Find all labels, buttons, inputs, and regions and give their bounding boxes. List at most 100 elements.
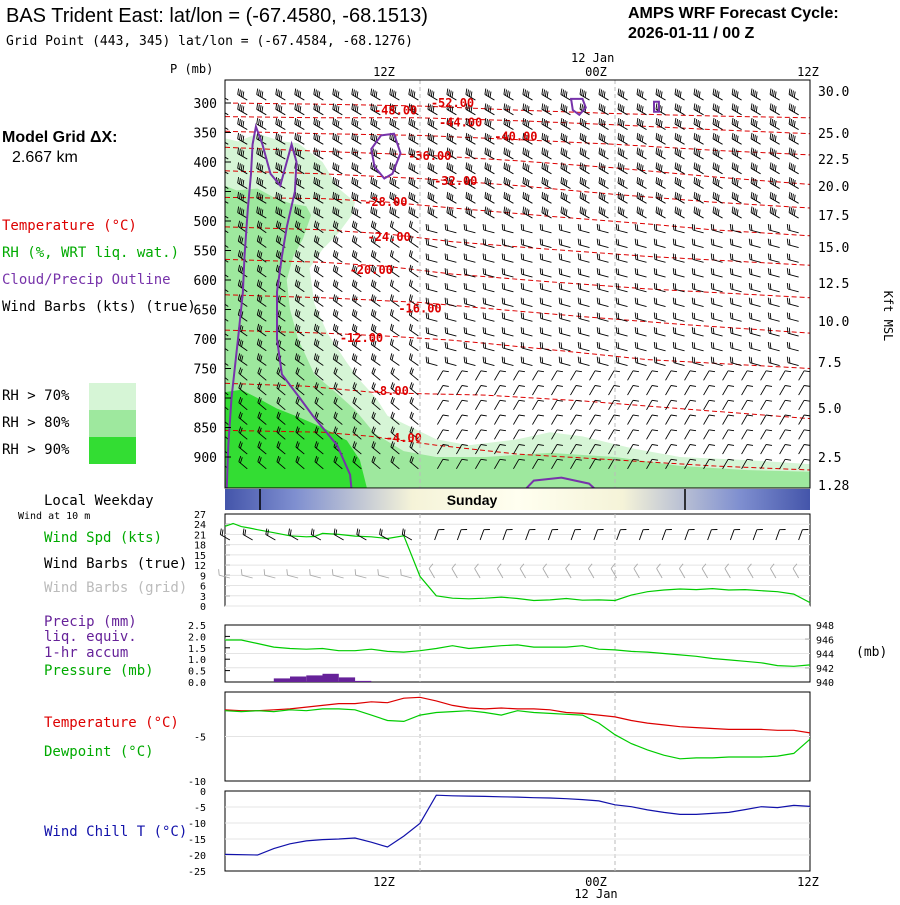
wind-barb-flag xyxy=(428,239,429,245)
wind-barb-flag xyxy=(223,282,224,288)
wind-barb-flag xyxy=(450,135,451,141)
wind-barb-flag xyxy=(488,209,489,215)
isotherm-label: -8.00 xyxy=(373,384,409,398)
wind-barb-flag xyxy=(426,342,427,348)
wind-barb-flag xyxy=(504,177,505,183)
wind-barb-flag xyxy=(487,178,488,184)
wind-barb-flag xyxy=(395,121,396,127)
wind-barb-flag xyxy=(528,92,529,98)
wind-barb-flag xyxy=(635,224,636,230)
wind-barb-flag xyxy=(694,162,695,168)
wind-barb-flag xyxy=(409,118,410,124)
wind-barb-flag xyxy=(490,121,491,127)
wind-barb-flag xyxy=(374,135,375,141)
wind-barb-flag xyxy=(637,207,638,213)
wind-barb-flag xyxy=(583,150,584,156)
wind-barb-flag xyxy=(659,120,660,126)
wind-barb-flag xyxy=(433,136,434,142)
wind-barb-flag xyxy=(392,90,393,96)
wind-barb-flag xyxy=(793,105,794,111)
wind-barb-flag xyxy=(656,118,657,124)
wind-barb-flag xyxy=(392,355,393,361)
legend-precip-accum: 1-hr accum xyxy=(44,645,128,661)
wind-barb-flag xyxy=(734,134,735,140)
wind-barb-flag xyxy=(734,90,735,96)
wind-barb xyxy=(647,400,652,410)
pressure-tick-label: 500 xyxy=(194,215,217,230)
wind-barb-flag xyxy=(656,343,657,349)
wind-barb-flag xyxy=(709,400,715,401)
wind-barb-flag xyxy=(317,91,318,97)
wind-barb-flag xyxy=(316,90,317,96)
wind-barb-flag xyxy=(393,209,394,215)
wind-barb xyxy=(494,415,499,425)
wind-barb-flag xyxy=(656,133,657,139)
wind-barb-flag xyxy=(540,224,541,230)
wind-barb-flag xyxy=(728,386,734,387)
wind-barb-flag xyxy=(698,91,699,97)
wind-barb-flag xyxy=(561,239,562,245)
wind-barb-flag xyxy=(804,415,810,416)
wind-barb-flag xyxy=(542,89,543,95)
wind-barb-flag xyxy=(545,150,546,156)
wind-barb-flag xyxy=(468,193,469,199)
legend-rh80: RH > 80% xyxy=(2,415,70,431)
wind-barb-flag xyxy=(390,353,391,359)
wind-barb-flag xyxy=(756,195,757,201)
wind-barb-flag xyxy=(618,118,619,124)
wind-barb-flag xyxy=(734,163,735,169)
wind-barb-flag xyxy=(772,119,773,125)
wind-barb-flag xyxy=(639,193,640,199)
wind-barb-flag xyxy=(483,283,484,289)
wind-barb-flag xyxy=(462,386,468,387)
wind-barb xyxy=(609,386,615,396)
wind-barb-flag xyxy=(276,118,277,124)
wind-barb-flag xyxy=(639,178,640,184)
wind-barb-flag xyxy=(352,250,354,256)
wind-barb-flag xyxy=(699,92,700,98)
isotherm-label: -12.00 xyxy=(340,331,383,345)
wind-barb-flag xyxy=(602,120,603,126)
wind-barb xyxy=(589,371,595,381)
wind-barb-flag xyxy=(409,353,410,359)
wind-barb-flag xyxy=(751,133,752,139)
wind-barb-flag xyxy=(220,368,222,374)
wind-barb-flag xyxy=(753,90,754,96)
wind-barb-flag xyxy=(730,283,731,289)
wind-barb-flag xyxy=(466,239,467,245)
wind-barb-flag xyxy=(654,224,655,230)
wind-barb-flag xyxy=(673,224,674,230)
wind-barb-flag xyxy=(430,119,431,125)
wind-barb-flag xyxy=(717,105,718,111)
wind-barb-flag xyxy=(521,298,522,304)
wind-barb-flag xyxy=(561,148,562,154)
wind-barb-flag xyxy=(616,327,617,333)
wind-barb-flag xyxy=(675,118,676,124)
wind-barb-flag xyxy=(376,151,377,157)
wind-barb-flag xyxy=(756,165,757,171)
wind-barb-flag xyxy=(794,106,795,112)
pressure-tick-label: 600 xyxy=(194,274,217,289)
wind-barb-flag xyxy=(487,119,488,125)
wind-barb-flag xyxy=(559,239,560,245)
wind-barb-flag xyxy=(578,357,579,363)
wind-barb-flag xyxy=(756,121,757,127)
wind-barb xyxy=(532,400,538,410)
wind-barb-flag xyxy=(544,208,545,214)
wind-barb-flag xyxy=(544,104,545,110)
wind-barb-flag xyxy=(659,164,660,170)
wind-barb-flag xyxy=(732,328,733,334)
wind-barb-flag xyxy=(220,178,221,184)
wind-barb-flag xyxy=(656,207,657,213)
wind-barb-flag xyxy=(774,194,775,200)
wind-barb-flag xyxy=(730,313,731,319)
wind-barb-flag xyxy=(352,353,354,359)
wind-barb-flag xyxy=(604,121,605,127)
wind-barb-flag xyxy=(775,151,776,157)
wind-barb-flag xyxy=(447,254,448,260)
wind-barb-flag xyxy=(675,192,676,198)
wind-barb-flag xyxy=(580,177,581,183)
wind-barb-flag xyxy=(333,162,334,168)
wind-barb-flag xyxy=(487,104,488,110)
wind-barb-flag xyxy=(485,148,486,154)
